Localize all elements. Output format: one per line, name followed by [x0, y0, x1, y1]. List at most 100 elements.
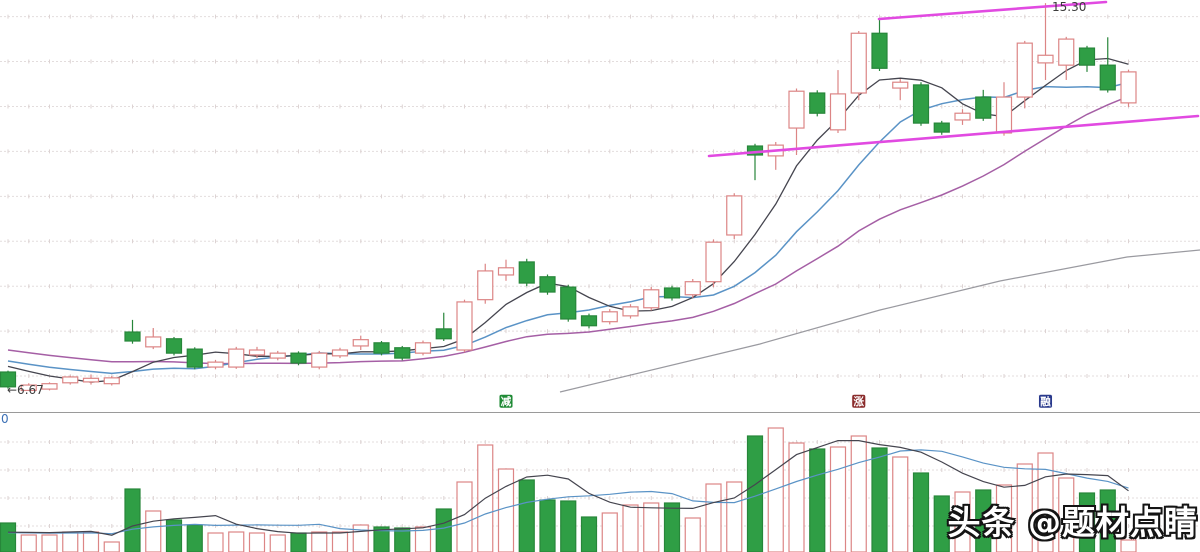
candle[interactable]: [414, 342, 432, 354]
candle[interactable]: [539, 276, 556, 293]
volume-bar[interactable]: [165, 519, 183, 552]
candle[interactable]: [560, 286, 577, 320]
candle[interactable]: [228, 348, 245, 368]
volume-bar[interactable]: [871, 447, 888, 552]
volume-bar[interactable]: [539, 499, 556, 552]
candle[interactable]: [0, 371, 17, 388]
candle[interactable]: [82, 377, 100, 383]
candle[interactable]: [975, 96, 992, 119]
volume-bar[interactable]: [311, 531, 328, 552]
candle[interactable]: [435, 328, 452, 340]
candle[interactable]: [1037, 54, 1054, 64]
candle[interactable]: [1120, 71, 1137, 104]
volume-bar[interactable]: [580, 516, 598, 552]
volume-bar[interactable]: [995, 484, 1013, 552]
candle[interactable]: [456, 301, 473, 351]
volume-bar[interactable]: [1120, 539, 1137, 552]
lower-trendline[interactable]: [707, 114, 1200, 158]
candle[interactable]: [601, 311, 618, 323]
event-marker-flag[interactable]: [498, 394, 514, 409]
candle[interactable]: [871, 32, 888, 69]
candle[interactable]: [331, 349, 349, 357]
candle[interactable]: [995, 96, 1013, 134]
volume-bar[interactable]: [684, 517, 701, 552]
candle[interactable]: [684, 281, 701, 296]
candle[interactable]: [1078, 47, 1096, 66]
upper-trendline[interactable]: [877, 0, 1108, 21]
volume-bar[interactable]: [124, 488, 141, 552]
volume-bar[interactable]: [912, 472, 930, 552]
volume-bar[interactable]: [518, 479, 535, 552]
volume-bar[interactable]: [560, 500, 577, 552]
volume-bar[interactable]: [892, 456, 909, 552]
volume-bar[interactable]: [663, 502, 681, 552]
volume-bar[interactable]: [456, 481, 473, 552]
candle[interactable]: [1099, 64, 1116, 91]
candle[interactable]: [248, 349, 266, 356]
candle[interactable]: [663, 287, 681, 299]
candle[interactable]: [726, 195, 743, 236]
volume-bar[interactable]: [0, 522, 17, 552]
volume-bar[interactable]: [850, 435, 867, 552]
volume-bar[interactable]: [207, 532, 224, 552]
candle[interactable]: [829, 93, 847, 131]
candle[interactable]: [892, 81, 909, 89]
volume-bar[interactable]: [228, 531, 245, 552]
candle[interactable]: [103, 377, 120, 385]
volume-bar[interactable]: [601, 512, 618, 552]
candle[interactable]: [62, 376, 79, 384]
volume-bar[interactable]: [20, 534, 37, 552]
candle[interactable]: [394, 347, 411, 359]
volume-bar[interactable]: [62, 531, 79, 552]
volume-bar[interactable]: [829, 446, 847, 552]
volume-bar[interactable]: [414, 526, 432, 552]
candle[interactable]: [497, 267, 515, 276]
volume-bar[interactable]: [643, 502, 660, 552]
volume-bar[interactable]: [435, 508, 452, 552]
candle[interactable]: [145, 336, 162, 348]
volume-bar[interactable]: [933, 495, 950, 552]
candle[interactable]: [580, 315, 598, 327]
candle[interactable]: [207, 361, 224, 368]
candle[interactable]: [705, 241, 722, 283]
volume-bar[interactable]: [41, 534, 58, 552]
candle[interactable]: [643, 289, 660, 309]
candle[interactable]: [622, 306, 639, 317]
candle[interactable]: [165, 338, 183, 354]
candle[interactable]: [788, 90, 805, 129]
candle[interactable]: [809, 92, 826, 114]
volume-bar[interactable]: [103, 541, 120, 552]
candle[interactable]: [1016, 42, 1033, 98]
candle[interactable]: [933, 122, 950, 133]
volume-bar[interactable]: [726, 481, 743, 552]
event-marker-flag[interactable]: [851, 394, 866, 409]
volume-bar[interactable]: [954, 491, 971, 552]
event-marker-flag[interactable]: [1038, 394, 1053, 409]
volume-bar[interactable]: [290, 532, 307, 552]
candle[interactable]: [269, 352, 286, 359]
volume-bar[interactable]: [975, 489, 992, 552]
volume-bar[interactable]: [82, 531, 100, 552]
volume-bar[interactable]: [248, 532, 266, 552]
candle[interactable]: [850, 32, 867, 94]
candle[interactable]: [1058, 38, 1075, 66]
volume-bar[interactable]: [145, 510, 162, 552]
volume-bar[interactable]: [497, 468, 515, 552]
volume-bar[interactable]: [186, 524, 203, 552]
candle[interactable]: [290, 352, 307, 364]
candle[interactable]: [41, 383, 58, 390]
volume-bar[interactable]: [373, 526, 390, 552]
candle[interactable]: [477, 270, 494, 301]
volume-bar[interactable]: [331, 531, 349, 552]
candle[interactable]: [186, 348, 203, 368]
candle[interactable]: [311, 352, 328, 368]
candle[interactable]: [954, 112, 971, 121]
volume-bar[interactable]: [1058, 477, 1075, 552]
candle[interactable]: [352, 339, 369, 347]
candle[interactable]: [912, 84, 930, 124]
volume-bar[interactable]: [788, 442, 805, 552]
volume-bar[interactable]: [1099, 489, 1116, 552]
candle[interactable]: [124, 331, 141, 342]
volume-bar[interactable]: [809, 448, 826, 552]
